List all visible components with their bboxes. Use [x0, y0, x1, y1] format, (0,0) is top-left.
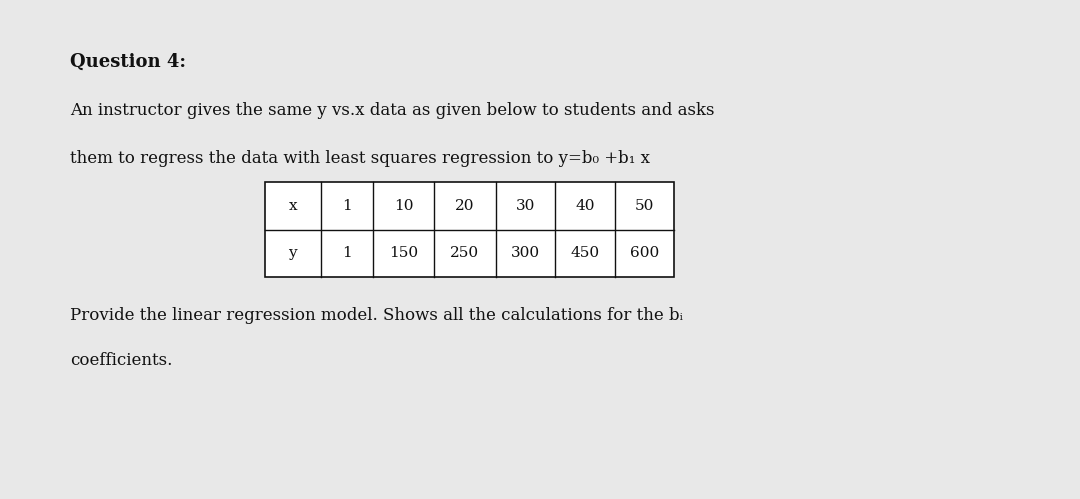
- Text: Question 4:: Question 4:: [70, 52, 186, 70]
- Bar: [265, 182, 674, 277]
- Text: x: x: [288, 199, 297, 213]
- Text: 20: 20: [455, 199, 475, 213]
- Text: Provide the linear regression model. Shows all the calculations for the bᵢ: Provide the linear regression model. Sho…: [70, 307, 683, 324]
- Text: 300: 300: [511, 246, 540, 260]
- Text: An instructor gives the same y vs.x data as given below to students and asks: An instructor gives the same y vs.x data…: [70, 102, 715, 119]
- Text: 250: 250: [450, 246, 480, 260]
- Text: 1: 1: [341, 246, 352, 260]
- Text: 30: 30: [516, 199, 535, 213]
- Text: 150: 150: [389, 246, 418, 260]
- Text: them to regress the data with least squares regression to y=b₀ +b₁ x: them to regress the data with least squa…: [70, 150, 650, 167]
- Bar: [265, 182, 674, 277]
- Text: 50: 50: [635, 199, 653, 213]
- Text: coefficients.: coefficients.: [70, 352, 173, 369]
- Text: 40: 40: [575, 199, 595, 213]
- Text: 450: 450: [570, 246, 599, 260]
- Text: 600: 600: [630, 246, 659, 260]
- Text: y: y: [288, 246, 297, 260]
- Text: 1: 1: [341, 199, 352, 213]
- Text: 10: 10: [393, 199, 414, 213]
